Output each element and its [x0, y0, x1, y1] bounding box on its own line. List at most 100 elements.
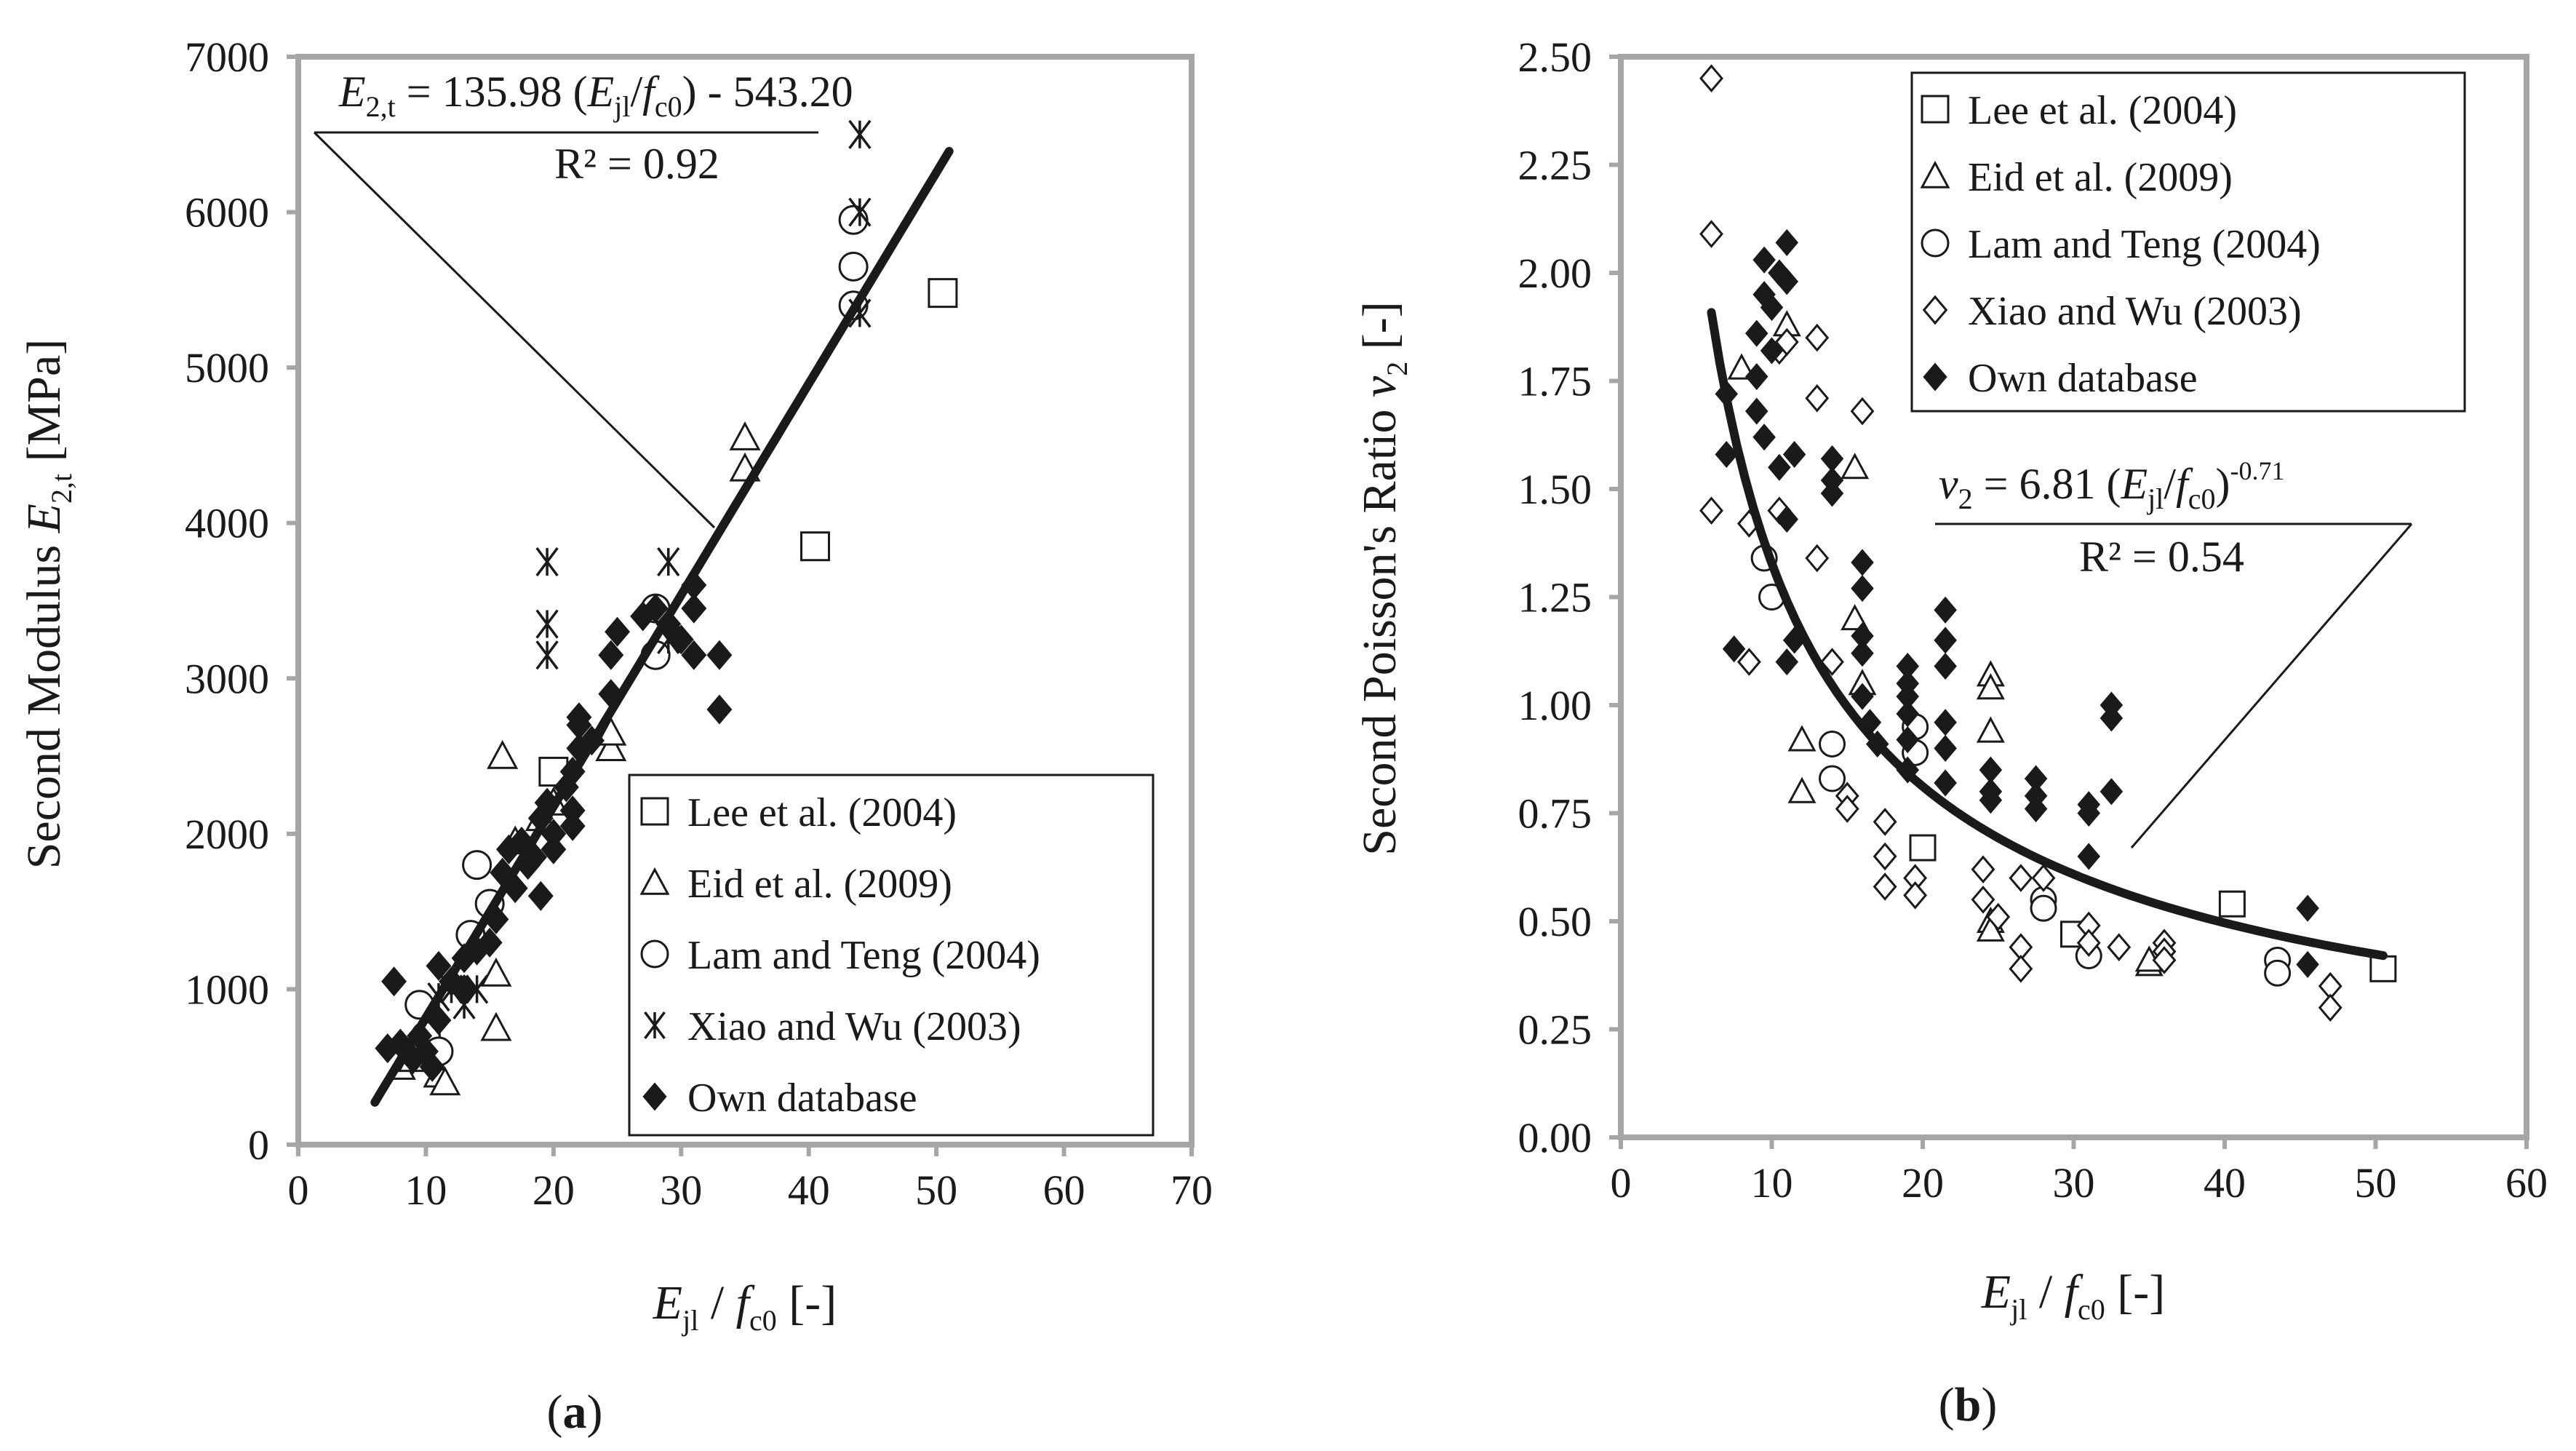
panel-b-legend-box — [1910, 71, 2466, 413]
data-point-own-database — [1979, 787, 2003, 814]
y-tick-label: 3000 — [185, 655, 269, 702]
data-point-xiao-and-wu-2003 — [1873, 808, 1897, 836]
data-point-lee-et-al-2004 — [2218, 890, 2246, 918]
legend-label-lam-and-teng-2004: Lam and Teng (2004) — [1968, 222, 2321, 267]
data-point-eid-et-al-2009 — [480, 957, 512, 987]
data-point-own-database — [642, 593, 669, 624]
y-tick-label: 0.75 — [1518, 790, 1592, 838]
data-point-own-database — [541, 834, 567, 864]
data-point-xiao-and-wu-2003 — [1873, 842, 1897, 871]
panel-a-legend-box — [628, 774, 1155, 1137]
data-point-own-database — [2296, 894, 2319, 922]
data-point-own-database — [681, 593, 707, 624]
data-point-own-database — [1775, 506, 1799, 533]
legend-marker-lee-et-al-2004 — [1921, 95, 1950, 124]
data-point-own-database — [381, 966, 407, 997]
data-point-own-database — [1934, 709, 1957, 736]
data-point-lam-and-teng-2004 — [2030, 894, 2057, 922]
panel-a-x-axis-label: Ejl / fc0 [-] — [653, 1276, 837, 1337]
panel-b-r-squared: R² = 0.54 — [2079, 533, 2244, 581]
data-point-own-database — [541, 819, 567, 849]
panel-a-equation: E2,t = 135.98 (Ejl/fc0) - 543.20 — [338, 68, 853, 123]
x-tick-label: 30 — [660, 1166, 702, 1214]
data-point-own-database — [1775, 648, 1799, 676]
x-tick-label: 20 — [533, 1166, 575, 1214]
data-point-xiao-and-wu-2003 — [535, 640, 559, 670]
legend-marker-lee-et-al-2004 — [640, 797, 669, 826]
data-point-own-database — [476, 927, 503, 958]
data-point-xiao-and-wu-2003 — [1971, 885, 1995, 914]
x-tick-label: 50 — [915, 1166, 957, 1214]
data-point-eid-et-al-2009 — [429, 1066, 461, 1096]
y-tick-label: 1000 — [185, 966, 269, 1013]
data-point-own-database — [1851, 683, 1874, 710]
data-point-own-database — [681, 640, 707, 670]
data-point-xiao-and-wu-2003 — [848, 197, 872, 227]
data-point-lee-et-al-2004 — [2369, 955, 2397, 982]
legend-label-lee-et-al-2004: Lee et al. (2004) — [687, 790, 957, 835]
data-point-eid-et-al-2009 — [1727, 353, 1756, 380]
panel-a-trendline — [370, 146, 954, 1107]
legend-marker-eid-et-al-2009 — [1920, 160, 1950, 188]
data-point-eid-et-al-2009 — [595, 732, 627, 762]
trendline-curve — [1707, 308, 2388, 961]
data-point-lee-et-al-2004 — [799, 531, 830, 562]
legend-label-eid-et-al-2009: Eid et al. (2009) — [687, 862, 952, 907]
panel-b-legend: Lee et al. (2004) Eid et al. (2009) Lam an… — [1910, 71, 2466, 413]
data-point-lee-et-al-2004 — [928, 278, 958, 309]
x-tick-label: 60 — [1043, 1166, 1085, 1214]
x-tick-label: 0 — [288, 1166, 309, 1214]
legend-label-xiao-and-wu-2003: Xiao and Wu (2003) — [687, 1004, 1021, 1049]
x-tick-label: 70 — [1171, 1166, 1213, 1214]
panel-a-equation-bg — [331, 60, 986, 118]
data-point-xiao-and-wu-2003 — [1820, 648, 1844, 676]
data-point-xiao-and-wu-2003 — [535, 609, 559, 639]
data-point-xiao-and-wu-2003 — [1986, 902, 2011, 931]
x-tick-label: 30 — [2053, 1159, 2095, 1206]
data-point-own-database — [605, 616, 631, 647]
data-point-own-database — [1934, 734, 1957, 762]
data-point-own-database — [668, 624, 694, 655]
data-point-xiao-and-wu-2003 — [2009, 864, 2033, 892]
legend-label-own-database: Own database — [687, 1076, 917, 1121]
data-point-own-database — [1934, 769, 1957, 797]
data-point-own-database — [566, 702, 592, 733]
data-point-own-database — [598, 640, 624, 670]
data-point-own-database — [1775, 228, 1799, 256]
panel-a-caption: (a) — [547, 1386, 603, 1439]
data-point-eid-et-al-2009 — [1976, 673, 2005, 700]
data-point-xiao-and-wu-2003 — [1850, 397, 1875, 426]
y-tick-label: 1.75 — [1518, 358, 1592, 405]
panel-a-chart: 0 10 20 30 40 50 60 70 0 1000 2000 3000 4000 5000 6000… — [17, 33, 1213, 1439]
y-tick-label: 2.25 — [1518, 142, 1592, 189]
legend-label-lee-et-al-2004: Lee et al. (2004) — [1968, 88, 2237, 133]
x-tick-label: 20 — [1902, 1159, 1944, 1206]
data-point-own-database — [559, 795, 586, 826]
data-point-own-database — [559, 811, 586, 841]
panel-a-y-axis-label: Second Modulus E2,t [MPa] — [17, 339, 78, 870]
data-point-lam-and-teng-2004 — [838, 251, 869, 282]
y-tick-label: 6000 — [185, 189, 269, 236]
data-point-own-database — [2077, 843, 2101, 870]
data-point-own-database — [1782, 440, 1806, 469]
x-tick-label: 40 — [788, 1166, 830, 1214]
data-point-own-database — [1722, 635, 1746, 663]
data-point-own-database — [1896, 700, 1920, 728]
panel-a-r-squared: R² = 0.92 — [554, 140, 719, 188]
data-point-own-database — [1744, 363, 1768, 391]
data-point-xiao-and-wu-2003 — [2152, 946, 2177, 974]
data-point-xiao-and-wu-2003 — [1699, 496, 1723, 525]
data-point-own-database — [1775, 268, 1799, 295]
data-point-xiao-and-wu-2003 — [1805, 383, 1830, 413]
data-point-own-database — [2296, 950, 2319, 978]
panel-b-chart: 0 10 20 30 40 50 60 0.00 0.25 0.50 0.75 1.00 1.25 1.5… — [1353, 33, 2548, 1431]
data-point-own-database — [1851, 640, 1874, 667]
data-point-xiao-and-wu-2003 — [1971, 855, 1995, 884]
y-tick-label: 4000 — [185, 500, 269, 547]
data-point-xiao-and-wu-2003 — [2318, 993, 2342, 1022]
data-point-own-database — [1752, 424, 1776, 451]
data-point-xiao-and-wu-2003 — [1699, 64, 1723, 93]
data-point-own-database — [706, 694, 733, 725]
data-point-eid-et-al-2009 — [1841, 604, 1870, 631]
